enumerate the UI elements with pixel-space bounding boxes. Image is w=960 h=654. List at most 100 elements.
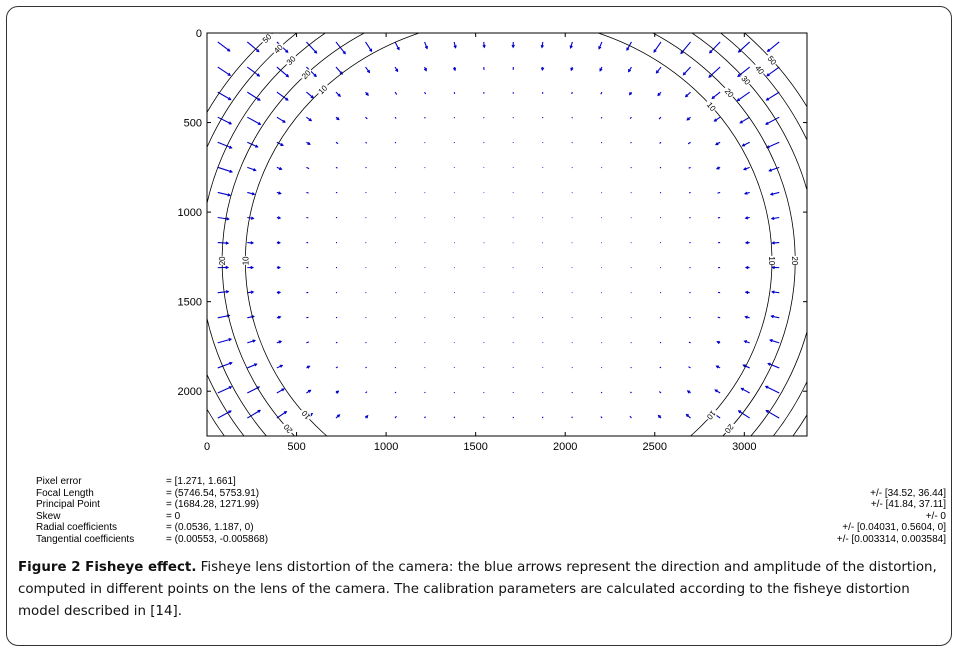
- param-row: Tangential coefficients = (0.00553, -0.00…: [36, 534, 946, 546]
- arrow-head: [253, 168, 257, 172]
- distortion-arrow: [335, 41, 346, 55]
- distortion-arrow: [247, 363, 257, 369]
- contour-label-bg: [285, 55, 296, 65]
- x-tick-label: 2500: [643, 441, 667, 453]
- arrow-head: [740, 387, 744, 391]
- arrow-head: [716, 340, 720, 345]
- distortion-arrow: [335, 191, 338, 194]
- plot-frame: [206, 32, 808, 437]
- param-label: Pixel error: [36, 476, 82, 487]
- arrow-head: [228, 97, 232, 101]
- distortion-arrow: [217, 41, 231, 52]
- param-row: Skew = 0 +/- 0: [36, 511, 946, 523]
- arrow-head: [335, 390, 340, 394]
- arrow-head: [250, 216, 255, 220]
- arrow-head: [743, 340, 748, 344]
- arrow-head: [228, 121, 233, 125]
- distortion-arrow: [394, 391, 397, 394]
- arrow-head: [570, 67, 574, 72]
- contour-label-bg: [812, 256, 822, 265]
- distortion-arrow: [659, 166, 662, 169]
- axis-ticks: 0 500 1000 1500 2000 2500 3000 0 500 1000 1500 2000: [178, 28, 807, 453]
- arrow-head: [715, 166, 720, 170]
- arrow-head: [281, 388, 285, 392]
- arrow-head: [285, 49, 289, 53]
- arrow-head: [255, 144, 259, 148]
- distortion-arrow: [685, 91, 691, 98]
- distortion-arrow: [600, 366, 603, 369]
- y-tick-label: 2000: [178, 386, 202, 398]
- arrow-head: [277, 265, 281, 270]
- distortion-arrow: [217, 141, 232, 149]
- distortion-arrow: [688, 366, 691, 369]
- x-tick-label: 2000: [553, 441, 577, 453]
- arrow-head: [227, 193, 232, 197]
- arrow-head: [771, 290, 775, 294]
- arrow-head: [686, 390, 691, 394]
- distortion-plot: 1010101010102020202020203030303030304040…: [178, 28, 808, 453]
- y-tick-label: 1000: [178, 207, 202, 219]
- arrow-head: [715, 365, 720, 369]
- distortion-arrow: [365, 66, 370, 73]
- arrow-head: [742, 167, 747, 171]
- figure-caption: Figure 2 Fisheye effect. Fisheye lens di…: [18, 557, 943, 623]
- distortion-arrow: [217, 91, 231, 101]
- distortion-arrow: [629, 116, 632, 120]
- arrow-head: [306, 365, 311, 369]
- distortion-arrow: [630, 166, 632, 169]
- arrow-head: [423, 68, 427, 72]
- arrow-head: [540, 44, 544, 49]
- contour-label-bg: [261, 33, 272, 43]
- arrow-head: [278, 340, 283, 344]
- distortion-arrow: [630, 391, 632, 394]
- arrow-head: [250, 241, 255, 245]
- distortion-arrow: [335, 341, 338, 344]
- distortion-arrow: [688, 191, 691, 194]
- y-tick-label: 500: [184, 118, 202, 130]
- arrow-head: [313, 50, 318, 54]
- distortion-arrow: [653, 41, 662, 53]
- arrow-head: [285, 74, 290, 78]
- arrow-head: [251, 192, 256, 196]
- param-value: = (5746.54, 5753.91): [166, 487, 260, 499]
- arrow-head: [713, 118, 718, 122]
- arrow-head: [744, 290, 749, 295]
- contour-label-bg: [724, 87, 735, 97]
- caption-text: Fisheye lens distortion of the camera: t…: [18, 560, 937, 619]
- distortion-arrow: [365, 41, 373, 52]
- distortion-arrow: [687, 141, 691, 145]
- distortion-arrow: [365, 141, 368, 144]
- param-value: = (0.00553, -0.005868): [166, 533, 269, 545]
- arrow-head: [736, 98, 741, 102]
- distortion-arrow: [247, 91, 261, 101]
- arrow-head: [708, 50, 713, 54]
- arrow-head: [227, 48, 231, 52]
- distortion-arrow: [247, 191, 255, 195]
- arrow-head: [278, 191, 282, 195]
- distortion-arrow: [688, 341, 691, 344]
- contour-lines: 1010101010102020202020203030303030304040…: [163, 33, 822, 436]
- arrow-head: [365, 92, 369, 97]
- distortion-arrow: [424, 416, 426, 419]
- distortion-arrow: [771, 291, 780, 294]
- arrow-head: [770, 216, 775, 221]
- contour-label-bg: [178, 256, 188, 265]
- distortion-arrow: [305, 41, 317, 54]
- distortion-arrow: [247, 116, 261, 125]
- distortion-arrow: [601, 166, 603, 169]
- distortion-arrow: [276, 91, 289, 101]
- arrow-head: [310, 95, 315, 99]
- arrow-head: [741, 143, 746, 147]
- arrow-head: [250, 290, 255, 294]
- arrow-head: [769, 192, 774, 196]
- arrow-head: [708, 74, 712, 78]
- distortion-arrow: [276, 141, 284, 146]
- distortion-arrow: [600, 116, 603, 119]
- arrow-head: [395, 68, 399, 73]
- arrow-head: [285, 97, 289, 101]
- distortion-arrow: [769, 166, 780, 172]
- distortion-arrow: [739, 116, 750, 124]
- contour-label: 50: [163, 256, 172, 265]
- arrow-head: [229, 169, 234, 173]
- figure-frame: [6, 6, 952, 646]
